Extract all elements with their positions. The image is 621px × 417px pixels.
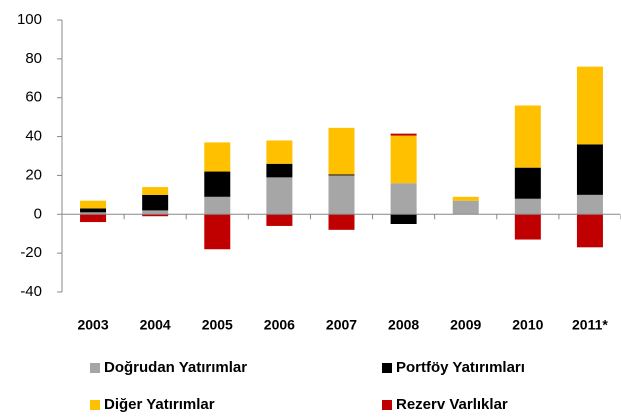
bar-segment	[80, 214, 107, 223]
x-tick-label: 2007	[326, 317, 357, 333]
bar-segment	[204, 214, 231, 250]
legend-label: Portföy Yatırımları	[396, 359, 525, 376]
bar-segment	[204, 196, 231, 215]
bar-segment	[390, 133, 417, 136]
legend-swatch	[90, 400, 100, 410]
bar-segment	[142, 210, 169, 215]
bar-segment	[266, 214, 293, 226]
bar-segment	[142, 194, 169, 211]
bar-segment	[266, 163, 293, 178]
legend-label: Rezerv Varlıklar	[396, 396, 508, 413]
bar-segment	[328, 214, 355, 230]
y-tick-label: 20	[25, 166, 42, 183]
legend-swatch	[90, 363, 100, 373]
bar-segment	[514, 105, 541, 168]
x-tick-label: 2011*	[572, 317, 608, 333]
x-tick-label: 2008	[388, 317, 419, 333]
y-tick-label: 0	[34, 205, 42, 222]
bar-segment	[266, 140, 293, 164]
bar-segment	[452, 196, 479, 201]
bar-segment	[80, 208, 107, 213]
bar-segment	[576, 144, 603, 195]
bar-segment	[142, 187, 169, 195]
x-tick-label: 2009	[450, 317, 481, 333]
bar-segment	[142, 214, 169, 217]
legend-swatch	[382, 400, 392, 410]
x-tick-label: 2006	[264, 317, 295, 333]
legend-label: Diğer Yatırımlar	[104, 396, 215, 413]
y-tick-label: -20	[20, 244, 42, 261]
bar-segment	[80, 200, 107, 209]
bar-segment	[266, 177, 293, 215]
legend-label: Doğrudan Yatırımlar	[104, 359, 247, 376]
bar-segment	[328, 174, 355, 176]
x-tick-label: 2004	[140, 317, 171, 333]
y-tick-label: 60	[25, 89, 42, 106]
x-tick-label: 2005	[202, 317, 233, 333]
bar-segment	[514, 198, 541, 215]
y-tick-label: 40	[25, 128, 42, 145]
legend-swatch	[382, 363, 392, 373]
bar-segment	[576, 194, 603, 215]
bar-segment	[452, 200, 479, 215]
bar-segment	[390, 135, 417, 184]
bar-segment	[390, 183, 417, 215]
bar-segment	[204, 142, 231, 172]
bar-segment	[390, 214, 417, 224]
x-tick-label: 2010	[512, 317, 543, 333]
bar-segment	[204, 171, 231, 197]
bar-segment	[80, 212, 107, 215]
bar-segment	[514, 167, 541, 199]
y-tick-label: 80	[25, 50, 42, 67]
y-tick-label: 100	[17, 11, 42, 28]
bar-segment	[576, 66, 603, 145]
y-tick-label: -40	[20, 283, 42, 300]
bar-segment	[328, 175, 355, 215]
x-tick-label: 2003	[77, 317, 108, 333]
bar-segment	[514, 214, 541, 240]
bar-segment	[328, 127, 355, 175]
bar-segment	[576, 214, 603, 248]
